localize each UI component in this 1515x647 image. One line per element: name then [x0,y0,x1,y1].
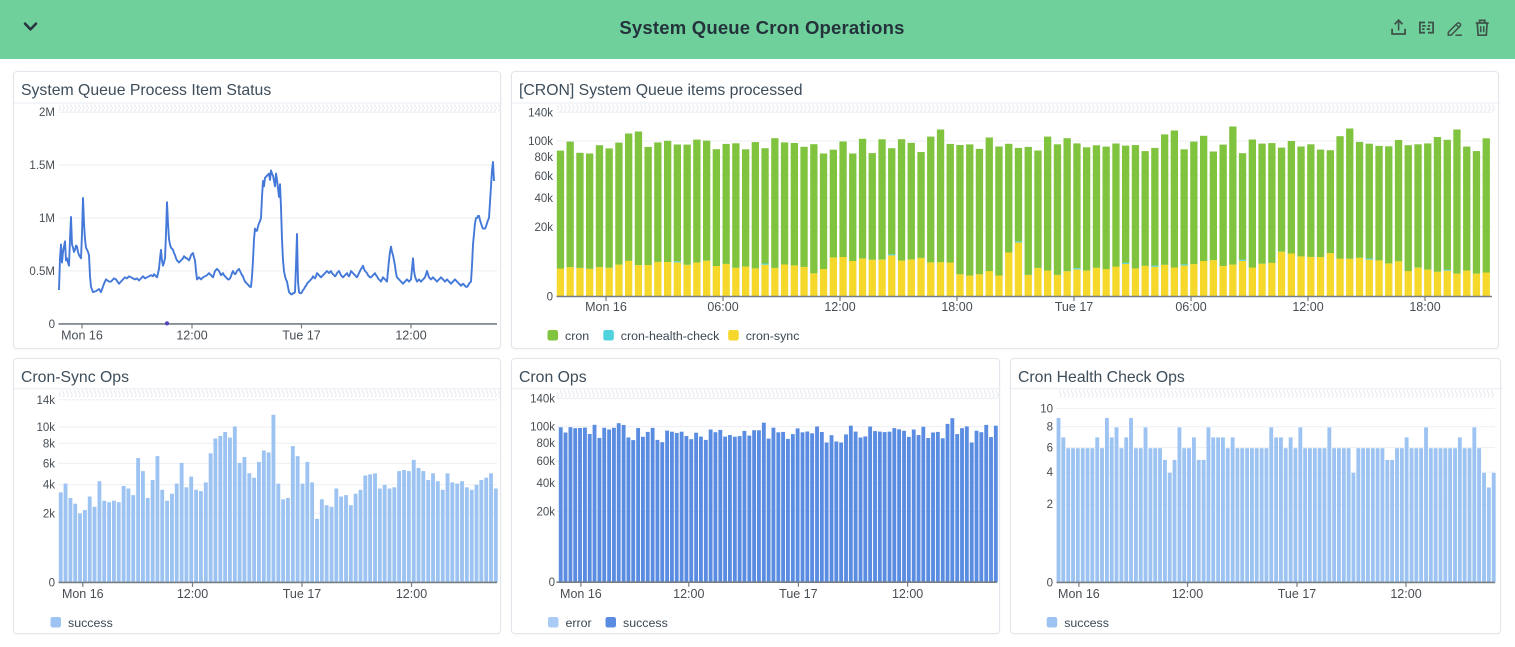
svg-text:100k: 100k [530,422,555,434]
svg-text:Mon 16: Mon 16 [1058,587,1100,601]
svg-text:12:00: 12:00 [673,587,704,601]
svg-text:140k: 140k [530,393,555,405]
svg-text:60k: 60k [536,456,555,468]
svg-text:0.5M: 0.5M [29,266,55,278]
svg-text:success: success [623,616,668,630]
svg-text:0: 0 [49,319,55,331]
svg-text:Cron-Sync Ops: Cron-Sync Ops [21,369,129,386]
svg-text:10: 10 [1040,403,1053,415]
svg-text:20k: 20k [534,222,553,234]
svg-text:18:00: 18:00 [941,300,972,314]
svg-text:Mon 16: Mon 16 [61,329,103,343]
svg-text:40k: 40k [534,193,553,205]
svg-text:Tue 17: Tue 17 [283,587,322,601]
svg-text:4k: 4k [43,480,55,492]
svg-text:12:00: 12:00 [1292,300,1323,314]
svg-text:[CRON] System Queue items proc: [CRON] System Queue items processed [519,82,803,99]
svg-text:12:00: 12:00 [824,300,855,314]
svg-text:60k: 60k [534,171,553,183]
svg-text:Cron Health Check Ops: Cron Health Check Ops [1018,369,1185,386]
svg-text:12:00: 12:00 [1390,587,1421,601]
svg-text:Tue 17: Tue 17 [282,329,321,343]
svg-text:100k: 100k [528,136,553,148]
svg-text:12:00: 12:00 [176,329,207,343]
svg-text:12:00: 12:00 [396,587,427,601]
svg-text:06:00: 06:00 [1175,300,1206,314]
svg-text:2k: 2k [43,508,55,520]
svg-text:18:00: 18:00 [1409,300,1440,314]
svg-text:Cron Ops: Cron Ops [519,369,587,386]
svg-text:12:00: 12:00 [395,329,426,343]
svg-text:8k: 8k [43,438,55,450]
svg-text:20k: 20k [536,507,555,519]
svg-text:System Queue Process Item Stat: System Queue Process Item Status [21,82,271,99]
svg-text:0: 0 [547,292,553,304]
svg-text:error: error [566,616,592,630]
svg-text:12:00: 12:00 [892,587,923,601]
svg-text:6: 6 [1047,442,1053,454]
svg-text:40k: 40k [536,478,555,490]
svg-text:140k: 140k [528,107,553,119]
svg-text:06:00: 06:00 [707,300,738,314]
svg-text:cron-sync: cron-sync [746,329,800,343]
svg-text:2M: 2M [39,107,55,119]
svg-text:8: 8 [1047,422,1053,434]
svg-text:0: 0 [1047,577,1053,589]
svg-text:6k: 6k [43,458,55,470]
svg-text:cron: cron [565,329,589,343]
svg-text:80k: 80k [536,438,555,450]
svg-text:1M: 1M [39,213,55,225]
svg-text:14k: 14k [36,395,55,407]
svg-text:Mon 16: Mon 16 [560,587,602,601]
svg-text:10k: 10k [36,422,55,434]
svg-text:success: success [68,616,113,630]
svg-text:80k: 80k [534,152,553,164]
svg-text:cron-health-check: cron-health-check [621,329,720,343]
svg-text:Mon 16: Mon 16 [585,300,627,314]
svg-text:1.5M: 1.5M [29,160,55,172]
svg-text:4: 4 [1047,467,1054,479]
svg-text:2: 2 [1047,499,1053,511]
svg-text:12:00: 12:00 [177,587,208,601]
svg-text:Tue 17: Tue 17 [779,587,818,601]
svg-text:Tue 17: Tue 17 [1055,300,1094,314]
svg-text:success: success [1064,616,1109,630]
svg-text:0: 0 [549,577,555,589]
svg-text:Mon 16: Mon 16 [62,587,104,601]
svg-text:12:00: 12:00 [1172,587,1203,601]
svg-text:Tue 17: Tue 17 [1278,587,1317,601]
svg-text:0: 0 [49,577,55,589]
